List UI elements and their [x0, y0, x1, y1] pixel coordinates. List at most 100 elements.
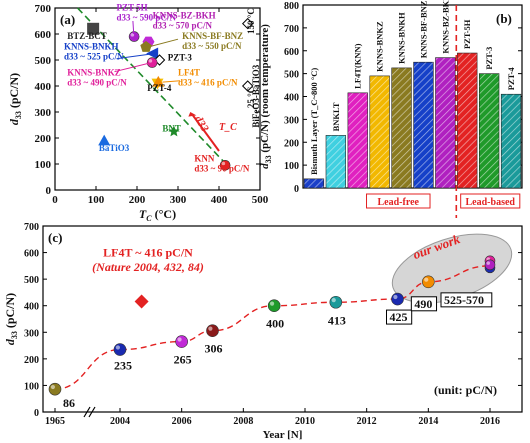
- data-point: [98, 134, 111, 146]
- bnt-label: BNT: [162, 124, 181, 134]
- data-point: [241, 17, 254, 30]
- y-axis-label: d33 (pC/N): [7, 73, 23, 125]
- data-point-shape: [391, 292, 404, 306]
- bar-label: KNNS-BNKH: [397, 12, 407, 64]
- y-tick-label: 500: [24, 275, 39, 286]
- knns-bnkh-label: KNNS-BNKH d33 ~ 525 pC/N: [64, 42, 124, 62]
- green-dash-line: [76, 7, 228, 166]
- lf4t-label: LF4T d33 ~ 416 pC/N: [178, 68, 238, 88]
- x-tick-label: 2014: [418, 416, 438, 427]
- c25-label: 25 °C: [246, 87, 256, 108]
- data-point-shape: [152, 75, 165, 87]
- value-label: 86: [63, 396, 75, 410]
- data-point-shape: [146, 57, 158, 68]
- bar-label: Bismuth Layer (T_C~800 °C): [309, 68, 319, 175]
- btz-bct-label: BTZ-BCT: [67, 31, 107, 41]
- data-point-shape: [422, 275, 435, 289]
- y-tick-label: 800: [284, 1, 299, 12]
- x-tick-label: 400: [211, 194, 228, 206]
- data-point: [146, 47, 159, 60]
- knns-bfbnz-label: KNNS-BF-BNZ d33 ~ 550 pC/N: [182, 31, 243, 51]
- y-tick-label: 100: [284, 161, 299, 172]
- pzt5h-label: PZT-5H d33 ~ 590 pC/N: [117, 3, 177, 23]
- knn-label: KNN d33 ~ 90 pC/N: [194, 153, 249, 173]
- bar-label: PZT-3: [484, 47, 494, 70]
- bar: [500, 93, 522, 189]
- y-tick-label: 400: [284, 93, 299, 104]
- x-tick-label: 500: [252, 194, 269, 206]
- bar: [478, 73, 500, 189]
- x-axis-label: TC (°C): [139, 207, 176, 223]
- bar: [347, 92, 368, 189]
- data-point: [48, 382, 62, 396]
- data-point: [206, 324, 219, 337]
- axis-break: [83, 406, 91, 418]
- knnsbnkz-pointer: [114, 62, 150, 73]
- y-tick-label: 500: [35, 55, 52, 67]
- x-tick-label: 2016: [480, 416, 500, 427]
- x-tick-label: 2006: [172, 416, 192, 427]
- lf4t-diamond: [134, 294, 149, 309]
- panel-label: (c): [48, 230, 62, 245]
- bar: [325, 135, 347, 189]
- lf4t-ref: (Nature 2004, 432, 84): [92, 260, 204, 274]
- panel-a-frame: [54, 7, 261, 191]
- x-tick-label: 2008: [233, 416, 253, 427]
- y-tick-label: 200: [35, 133, 52, 145]
- unit-note: (unit: pC/N): [434, 383, 497, 397]
- data-point-highlight: [486, 261, 490, 265]
- pzt4-label: PZT-4: [147, 83, 172, 93]
- data-point-shape: [329, 295, 343, 309]
- data-point-highlight: [208, 326, 213, 331]
- data-point-shape: [113, 343, 127, 356]
- knnsbnkh-pointer: [116, 53, 150, 60]
- data-point: [113, 343, 127, 356]
- value-label-box: [440, 292, 493, 308]
- y-tick-label: 100: [35, 159, 52, 171]
- x-tick-label: 2004: [110, 416, 130, 427]
- y-tick-label: 0: [46, 185, 52, 197]
- data-point-highlight: [115, 345, 120, 350]
- data-point: [146, 57, 158, 68]
- y-tick-label: 300: [35, 107, 52, 119]
- panel-a: 0 100 200 300 400 500 0 100 200 300 400 500 600 700 TC…: [7, 3, 269, 223]
- bar-label: PZT-4: [506, 67, 516, 91]
- bar-label: LF4T(KNN): [353, 43, 363, 89]
- data-point-highlight: [393, 294, 398, 300]
- data-point-shape: [98, 134, 111, 146]
- data-point-highlight: [50, 384, 56, 390]
- batio3-label: BaTiO3: [99, 143, 130, 153]
- data-point-highlight: [221, 161, 226, 166]
- bar: [369, 75, 390, 189]
- lf4t-pointer: [162, 80, 181, 83]
- lead-based-label: Lead-based: [466, 197, 516, 208]
- value-label-box: [386, 309, 413, 325]
- data-point: [422, 275, 435, 289]
- data-point: [168, 125, 180, 137]
- data-point: [484, 259, 496, 271]
- knns-bnkz-label: KNNS-BNKZ d33 ~ 490 pC/N: [67, 68, 127, 88]
- data-point: [219, 160, 231, 171]
- data-point: [140, 41, 152, 52]
- y-axis-label: d33 (pC/N) (room temperature): [259, 24, 273, 169]
- knnsbfbnz-pointer: [149, 38, 179, 47]
- y-tick-label: 0: [34, 408, 39, 419]
- y-tick-label: 600: [35, 29, 52, 41]
- value-label: 490: [414, 297, 432, 311]
- y-tick-label: 600: [24, 249, 39, 260]
- bar-label: PZT-5H: [462, 19, 472, 49]
- x-tick-label: 300: [170, 194, 187, 206]
- y-tick-label: 100: [24, 381, 39, 392]
- axis-break: [88, 406, 96, 418]
- pzt3-label: PZT-3: [168, 53, 193, 63]
- x-tick-label: 2010: [295, 416, 315, 427]
- y-tick-label: 700: [35, 3, 52, 15]
- d33-arrow: [191, 114, 220, 152]
- bar: [457, 52, 478, 189]
- bar-label: KNNS-BNKZ: [375, 21, 385, 72]
- y-tick-label: 300: [284, 115, 299, 126]
- tc-arrow-label: T_C: [219, 122, 237, 133]
- data-point-highlight: [177, 337, 182, 342]
- data-point-shape: [146, 47, 159, 60]
- panel-label: (b): [496, 11, 512, 26]
